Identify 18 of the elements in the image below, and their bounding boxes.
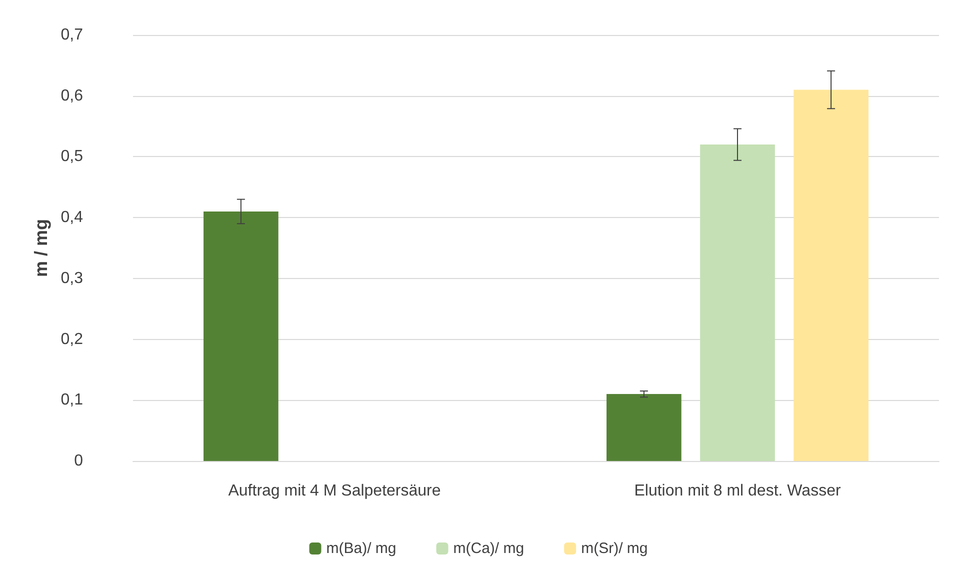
y-tick-label: 0 [74,452,84,470]
legend-label: m(Ca)/ mg [453,540,524,557]
y-tick-label: 0,6 [60,87,84,104]
x-tick-label: Auftrag mit 4 M Salpetersäure [228,482,441,500]
y-tick-label: 0,2 [60,330,84,348]
bar [700,144,775,461]
bar [204,211,278,461]
legend-label: m(Sr)/ mg [581,540,648,557]
y-tick-label: 0,3 [60,270,84,287]
bar [606,394,682,461]
x-tick-label: Elution mit 8 ml dest. Wasser [634,482,842,500]
legend-label: m(Ba)/ mg [326,540,396,557]
y-tick-label: 0,1 [60,392,84,409]
y-axis-title: m / mg [30,218,51,278]
y-tick-label: 0,5 [60,148,84,166]
bar [794,90,868,461]
y-tick-label: 0,7 [60,26,84,44]
y-tick-label: 0,4 [60,209,84,226]
